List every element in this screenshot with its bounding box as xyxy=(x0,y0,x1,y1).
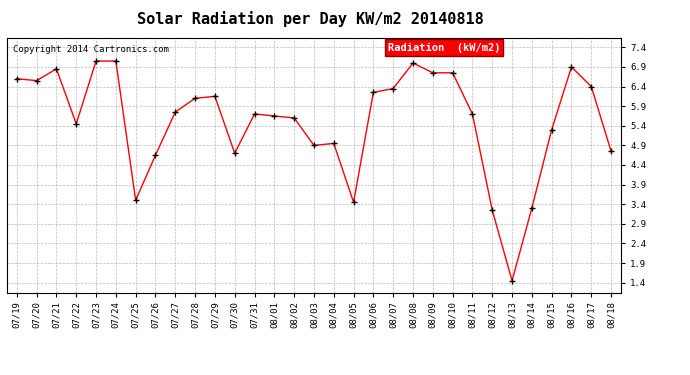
Text: Copyright 2014 Cartronics.com: Copyright 2014 Cartronics.com xyxy=(13,45,169,54)
Text: Radiation  (kW/m2): Radiation (kW/m2) xyxy=(388,43,500,52)
Text: Solar Radiation per Day KW/m2 20140818: Solar Radiation per Day KW/m2 20140818 xyxy=(137,11,484,27)
